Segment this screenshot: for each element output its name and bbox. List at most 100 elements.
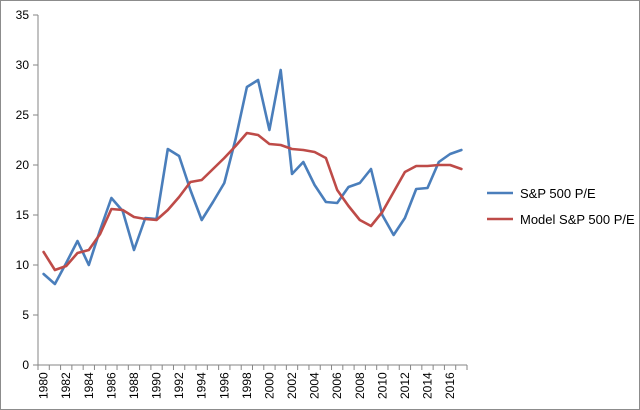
x-tick-label-1982: 1982 xyxy=(59,372,73,399)
data-point-sp500-pe-1991 xyxy=(167,148,169,150)
data-point-model-sp500-pe-1996 xyxy=(223,157,225,159)
data-point-model-sp500-pe-1999 xyxy=(257,134,259,136)
data-point-sp500-pe-2016 xyxy=(449,153,451,155)
x-tick-label-2008: 2008 xyxy=(353,372,367,399)
data-point-model-sp500-pe-2008 xyxy=(359,219,361,221)
data-point-model-sp500-pe-2010 xyxy=(381,211,383,213)
series-line-sp500-pe xyxy=(42,68,463,286)
y-tick-label-35: 35 xyxy=(16,8,30,22)
data-point-sp500-pe-2006 xyxy=(336,202,338,204)
data-point-model-sp500-pe-1991 xyxy=(167,209,169,211)
data-point-model-sp500-pe-1998 xyxy=(246,132,248,134)
data-point-sp500-pe-1984 xyxy=(88,264,90,266)
data-point-model-sp500-pe-2004 xyxy=(313,151,315,153)
data-point-sp500-pe-1999 xyxy=(257,79,259,81)
data-point-model-sp500-pe-2003 xyxy=(302,149,304,151)
x-tick-label-2012: 2012 xyxy=(398,372,412,399)
data-point-model-sp500-pe-2009 xyxy=(370,225,372,227)
x-tick-label-2016: 2016 xyxy=(443,372,457,399)
data-point-sp500-pe-1993 xyxy=(189,189,191,191)
data-point-sp500-pe-1992 xyxy=(178,155,180,157)
data-point-model-sp500-pe-1981 xyxy=(54,269,56,271)
y-tick-label-10: 10 xyxy=(16,258,30,272)
legend-label-sp500-pe: S&P 500 P/E xyxy=(520,186,596,201)
x-tick-label-2000: 2000 xyxy=(262,372,276,399)
x-tick-label-1994: 1994 xyxy=(195,372,209,399)
x-tick-label-2004: 2004 xyxy=(308,372,322,399)
data-point-model-sp500-pe-1982 xyxy=(65,265,67,267)
data-point-sp500-pe-2013 xyxy=(415,188,417,190)
data-point-sp500-pe-2004 xyxy=(313,184,315,186)
data-point-model-sp500-pe-2005 xyxy=(325,157,327,159)
x-tick-label-1980: 1980 xyxy=(37,372,51,399)
data-point-model-sp500-pe-2014 xyxy=(426,165,428,167)
data-point-model-sp500-pe-2001 xyxy=(280,144,282,146)
data-point-sp500-pe-1981 xyxy=(54,283,56,285)
data-point-model-sp500-pe-1987 xyxy=(122,209,124,211)
data-point-sp500-pe-2005 xyxy=(325,201,327,203)
data-point-sp500-pe-1996 xyxy=(223,182,225,184)
data-point-sp500-pe-2003 xyxy=(302,161,304,163)
data-point-model-sp500-pe-1994 xyxy=(201,179,203,181)
x-tick-label-2002: 2002 xyxy=(285,372,299,399)
data-point-sp500-pe-1997 xyxy=(234,138,236,140)
y-tick-label-30: 30 xyxy=(16,58,30,72)
x-tick-label-2014: 2014 xyxy=(420,372,434,399)
data-point-sp500-pe-2011 xyxy=(392,234,394,236)
data-point-sp500-pe-2015 xyxy=(438,161,440,163)
data-point-model-sp500-pe-1985 xyxy=(99,233,101,235)
data-point-sp500-pe-1994 xyxy=(201,219,203,221)
data-point-sp500-pe-1995 xyxy=(212,201,214,203)
x-tick-label-1988: 1988 xyxy=(127,372,141,399)
data-point-model-sp500-pe-1995 xyxy=(212,168,214,170)
data-point-model-sp500-pe-1997 xyxy=(234,145,236,147)
legend-label-model-sp500-pe: Model S&P 500 P/E xyxy=(520,212,635,227)
data-point-model-sp500-pe-2016 xyxy=(449,164,451,166)
data-point-model-sp500-pe-1990 xyxy=(155,219,157,221)
data-point-model-sp500-pe-2013 xyxy=(415,165,417,167)
data-point-model-sp500-pe-1989 xyxy=(144,218,146,220)
x-tick-label-1996: 1996 xyxy=(217,372,231,399)
data-point-model-sp500-pe-2015 xyxy=(438,164,440,166)
x-tick-label-1990: 1990 xyxy=(150,372,164,399)
data-point-model-sp500-pe-1980 xyxy=(42,251,44,253)
data-point-model-sp500-pe-2007 xyxy=(347,205,349,207)
data-point-sp500-pe-1986 xyxy=(110,197,112,199)
data-point-model-sp500-pe-1986 xyxy=(110,208,112,210)
data-point-sp500-pe-2007 xyxy=(347,186,349,188)
y-tick-label-15: 15 xyxy=(16,208,30,222)
data-point-sp500-pe-2009 xyxy=(370,168,372,170)
y-tick-label-0: 0 xyxy=(22,358,29,372)
data-point-sp500-pe-2017 xyxy=(460,149,462,151)
data-point-sp500-pe-1988 xyxy=(133,249,135,251)
data-point-sp500-pe-2001 xyxy=(280,69,282,71)
data-point-model-sp500-pe-1992 xyxy=(178,196,180,198)
data-point-model-sp500-pe-1993 xyxy=(189,181,191,183)
data-point-sp500-pe-2008 xyxy=(359,182,361,184)
y-tick-label-5: 5 xyxy=(22,308,29,322)
x-tick-label-2010: 2010 xyxy=(375,372,389,399)
data-point-model-sp500-pe-1984 xyxy=(88,249,90,251)
data-point-sp500-pe-2012 xyxy=(404,217,406,219)
data-point-sp500-pe-1998 xyxy=(246,86,248,88)
data-point-model-sp500-pe-2011 xyxy=(392,191,394,193)
x-tick-label-1992: 1992 xyxy=(172,372,186,399)
data-point-sp500-pe-1980 xyxy=(42,273,44,275)
data-point-model-sp500-pe-2012 xyxy=(404,171,406,173)
data-point-sp500-pe-2000 xyxy=(268,129,270,131)
data-point-model-sp500-pe-2006 xyxy=(336,189,338,191)
x-tick-label-1998: 1998 xyxy=(240,372,254,399)
data-point-sp500-pe-1983 xyxy=(76,240,78,242)
data-point-model-sp500-pe-2002 xyxy=(291,148,293,150)
data-point-model-sp500-pe-2000 xyxy=(268,143,270,145)
data-point-sp500-pe-2002 xyxy=(291,173,293,175)
data-point-model-sp500-pe-1983 xyxy=(76,252,78,254)
y-tick-label-25: 25 xyxy=(16,108,30,122)
series-line-model-sp500-pe xyxy=(42,131,463,272)
data-point-model-sp500-pe-2017 xyxy=(460,168,462,170)
data-point-model-sp500-pe-1988 xyxy=(133,216,135,218)
x-tick-label-1986: 1986 xyxy=(104,372,118,399)
x-tick-label-2006: 2006 xyxy=(330,372,344,399)
